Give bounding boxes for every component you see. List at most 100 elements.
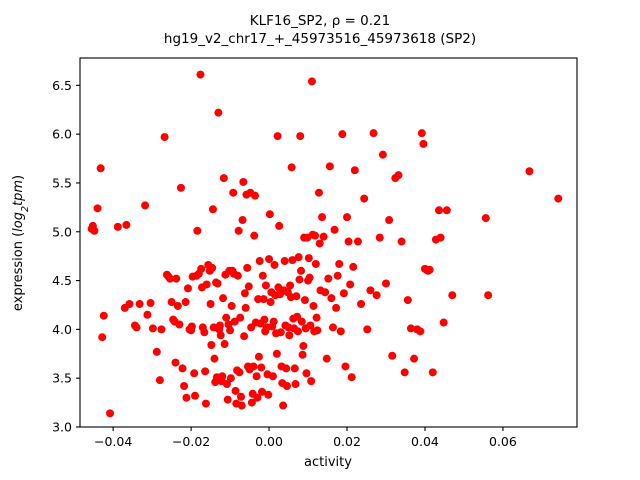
scatter-point (172, 274, 181, 283)
scatter-point (322, 354, 331, 363)
scatter-point (219, 294, 228, 303)
scatter-point (343, 213, 352, 222)
scatter-point (321, 288, 330, 297)
scatter-point (181, 298, 190, 307)
scatter-point (269, 317, 278, 326)
scatter-point (222, 313, 231, 322)
scatter-point (93, 204, 102, 213)
scatter-point (324, 274, 333, 283)
scatter-point (296, 132, 305, 141)
scatter-point (240, 289, 249, 298)
scatter-point (442, 206, 451, 215)
scatter-point (341, 362, 350, 371)
y-tick-label: 5.5 (52, 175, 72, 190)
scatter-point (239, 177, 248, 186)
scatter-point (201, 399, 210, 408)
scatter-point (265, 255, 274, 264)
scatter-point (146, 299, 155, 308)
scatter-point (187, 322, 196, 331)
scatter-point (166, 274, 175, 283)
scatter-point (254, 352, 263, 361)
scatter-point (448, 291, 457, 300)
scatter-point (400, 368, 409, 377)
scatter-point (236, 392, 245, 401)
scatter-point (280, 257, 289, 266)
scatter-point (175, 320, 184, 329)
scatter-point (295, 275, 304, 284)
scatter-point (197, 264, 206, 273)
scatter-point (141, 201, 150, 210)
scatter-point (313, 326, 322, 335)
scatter-point (157, 325, 166, 334)
scatter-point (241, 303, 250, 312)
y-tick-label: 4.5 (52, 273, 72, 288)
scatter-point (90, 226, 99, 235)
scatter-point (208, 263, 217, 272)
scatter-point (200, 328, 209, 337)
scatter-point (176, 183, 185, 192)
scatter-point (202, 280, 211, 289)
scatter-point (183, 284, 192, 293)
scatter-point (304, 254, 313, 263)
x-tick-label: −0.04 (94, 434, 132, 449)
scatter-point (394, 171, 403, 180)
scatter-point (201, 367, 210, 376)
scatter-point (349, 262, 358, 271)
scatter-point (297, 266, 306, 275)
scatter-point (250, 231, 259, 240)
scatter-point (193, 226, 202, 235)
scatter-point (336, 327, 345, 336)
scatter-point (307, 77, 316, 86)
y-tick-label: 4.0 (52, 322, 72, 337)
scatter-point (219, 174, 228, 183)
scatter-point (306, 321, 315, 330)
scatter-point (231, 386, 240, 395)
scatter-point (282, 382, 291, 390)
scatter-point (258, 271, 267, 280)
scatter-point (220, 340, 229, 349)
scatter-point (360, 194, 369, 203)
chart-title-line-2: hg19_v2_chr17_+_45973516_45973618 (SP2) (163, 31, 477, 48)
scatter-point (106, 409, 115, 418)
scatter-point (332, 303, 341, 312)
scatter-points-layer (87, 70, 563, 418)
scatter-point (173, 301, 182, 310)
scatter-point (419, 139, 428, 148)
scatter-point (252, 372, 261, 381)
scatter-point (293, 327, 302, 336)
scatter-point (190, 391, 199, 400)
scatter-point (270, 260, 279, 269)
y-tick-label: 3.0 (52, 420, 72, 435)
scatter-point (328, 323, 337, 332)
scatter-point (325, 162, 334, 171)
scatter-point (388, 351, 397, 360)
x-axis-title: activity (304, 455, 352, 470)
scatter-point (233, 271, 242, 280)
scatter-point (291, 380, 300, 389)
scatter-point (435, 206, 444, 215)
scatter-point (213, 279, 222, 288)
scatter-point (160, 133, 169, 142)
y-tick-label: 6.5 (52, 78, 72, 93)
scatter-point (249, 362, 258, 371)
scatter-point (338, 130, 347, 139)
scatter-point (223, 395, 232, 404)
scatter-point (244, 282, 253, 291)
scatter-point (311, 231, 320, 240)
x-tick-label: 0.04 (411, 434, 439, 449)
y-axis-ticks: 3.0 3.5 4.0 4.5 5.0 5.5 6.0 6.5 (52, 78, 80, 435)
scatter-point (152, 347, 161, 356)
scatter-point (330, 225, 339, 234)
scatter-point (132, 323, 141, 332)
scatter-point (439, 318, 448, 327)
scatter-point (369, 129, 378, 138)
scatter-point (344, 237, 353, 246)
scatter-point (255, 257, 264, 266)
scatter-point (417, 129, 426, 138)
scatter-point (353, 237, 362, 246)
scatter-point (346, 280, 355, 289)
scatter-point (305, 273, 314, 282)
scatter-point (484, 291, 493, 300)
scatter-point (378, 150, 387, 159)
